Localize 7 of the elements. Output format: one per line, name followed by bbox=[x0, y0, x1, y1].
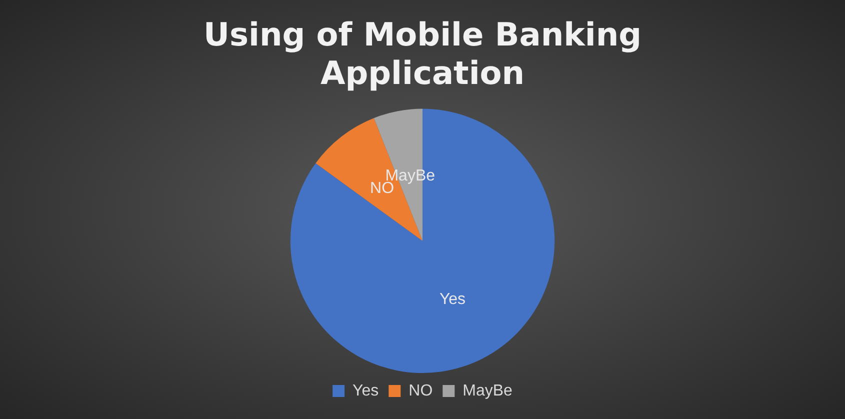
legend-label: NO bbox=[408, 382, 433, 400]
legend-label: MayBe bbox=[462, 382, 513, 400]
text: Application bbox=[320, 54, 525, 92]
text: Using of Mobile Banking bbox=[203, 16, 642, 54]
slice-label: Yes bbox=[439, 291, 466, 308]
slice-label: NO bbox=[370, 180, 394, 198]
legend-label: Yes bbox=[352, 382, 379, 400]
